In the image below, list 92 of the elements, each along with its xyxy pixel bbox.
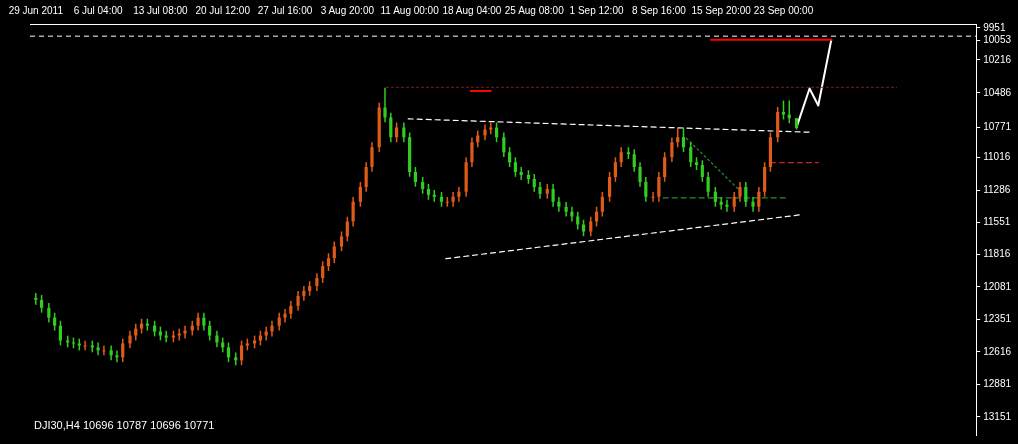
candlestick [208, 320, 212, 342]
candlestick [457, 186, 461, 203]
candlestick [751, 196, 755, 213]
x-tick-label: 1 Sep 12:00 [569, 4, 624, 16]
y-tick-label: 12351 [983, 313, 1012, 325]
candlestick [676, 126, 680, 148]
candlestick [644, 176, 648, 203]
y-tick-label: 11816 [983, 248, 1011, 260]
candlestick [283, 308, 287, 324]
candlestick [725, 199, 729, 213]
candlestick [234, 351, 238, 366]
candlestick [177, 327, 181, 342]
y-tick-label: 12616 [983, 345, 1012, 357]
candlestick [226, 341, 231, 363]
x-tick-label: 8 Sep 16:00 [631, 4, 687, 16]
candlestick [489, 121, 493, 136]
candlestick [58, 320, 63, 347]
y-tick-label: 12081 [983, 280, 1012, 292]
candlestick [470, 136, 474, 168]
candlestick [332, 240, 336, 264]
candlestick [96, 341, 100, 356]
candlestick [657, 171, 661, 203]
y-tick-label: 11286 [983, 183, 1011, 195]
y-tick-label: 12881 [983, 377, 1012, 389]
x-tick-label: 6 Jul 04:00 [73, 4, 123, 16]
candlestick [557, 196, 561, 213]
x-tick-label: 25 Aug 08:00 [504, 4, 565, 16]
candlestick [502, 131, 506, 158]
candlestick [339, 230, 344, 253]
candlestick [619, 146, 623, 168]
x-tick-label: 3 Aug 20:00 [320, 4, 375, 16]
y-tick-label: 10216 [983, 53, 1012, 65]
candlestick [321, 260, 325, 284]
candlestick [102, 344, 106, 356]
candlestick [663, 151, 667, 183]
annotation: DJI30,H4 10696 10787 10696 10771 [34, 418, 215, 431]
candlestick [296, 290, 300, 312]
candlestick [551, 183, 555, 208]
candlestick [706, 171, 710, 198]
candlestick [732, 191, 736, 213]
candlestick [383, 87, 387, 124]
x-tick-label: 11 Aug 00:00 [380, 4, 440, 16]
y-tick-label: 10053 [983, 33, 1012, 45]
candlestick [638, 161, 642, 188]
y-tick-label: 10486 [983, 86, 1012, 98]
candlestick [364, 161, 368, 193]
candlestick [600, 191, 604, 218]
candlestick [351, 196, 355, 228]
candlestick [121, 337, 125, 363]
candlestick [757, 186, 761, 213]
candlestick [302, 285, 306, 302]
candlestick [594, 206, 599, 228]
x-tick-label: 23 Sep 00:00 [753, 4, 814, 16]
x-tick-label: 15 Sep 20:00 [691, 4, 752, 16]
y-tick-label: 11016 [983, 151, 1011, 163]
candlestick [713, 186, 717, 208]
candlestick [395, 121, 399, 143]
candlestick [670, 136, 674, 163]
candlestick [115, 349, 119, 363]
candlestick [613, 156, 617, 183]
y-tick-label: 11551 [983, 216, 1011, 228]
y-tick-label: 10771 [983, 121, 1012, 133]
candlestick [689, 141, 693, 168]
candlestick [451, 191, 455, 208]
candlestick [47, 302, 51, 324]
x-tick-label: 18 Aug 04:00 [442, 4, 502, 16]
candlestick [719, 196, 723, 211]
candlestick [389, 111, 393, 143]
candlestick [781, 99, 786, 121]
candlestick [632, 148, 636, 173]
y-tick-label: 9951 [983, 21, 1006, 33]
candlestick [608, 171, 612, 203]
candlestick [744, 181, 748, 208]
candlestick [402, 121, 406, 143]
x-tick-label: 29 Jun 2011 [8, 4, 64, 16]
x-tick-label: 27 Jul 16:00 [257, 4, 313, 16]
candlestick [513, 156, 518, 178]
candlestick [358, 181, 362, 208]
candlestick [508, 146, 512, 168]
candlestick [183, 324, 187, 340]
candlestick [700, 159, 704, 183]
candlestick [738, 181, 742, 203]
x-tick-label: 13 Jul 08:00 [133, 4, 189, 16]
y-tick-label: 13151 [983, 410, 1012, 422]
candlestick [519, 166, 523, 181]
candlestick [494, 121, 499, 143]
candlestick [651, 191, 655, 203]
candlestick [83, 339, 87, 352]
x-tick-label: 20 Jul 12:00 [195, 4, 251, 16]
candlestick [413, 166, 418, 188]
candlestick [370, 141, 374, 173]
candlestick [681, 126, 686, 153]
